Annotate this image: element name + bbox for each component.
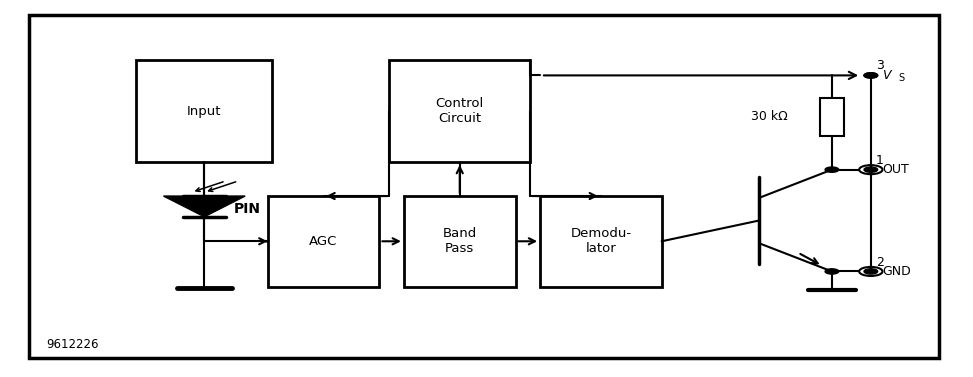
Circle shape [864,269,878,274]
FancyBboxPatch shape [404,196,516,287]
Text: 9612226: 9612226 [47,339,99,351]
Text: Control
Circuit: Control Circuit [436,97,484,125]
Text: Band
Pass: Band Pass [443,227,477,255]
Text: PIN: PIN [234,202,261,216]
Text: Input: Input [187,105,222,118]
FancyBboxPatch shape [29,15,939,358]
Circle shape [864,167,878,172]
Text: GND: GND [883,265,912,278]
Circle shape [864,73,878,78]
Circle shape [825,167,839,172]
FancyBboxPatch shape [540,196,662,287]
Text: OUT: OUT [883,163,909,176]
Text: AGC: AGC [309,235,338,248]
Circle shape [825,269,839,274]
Text: 3: 3 [876,60,883,72]
FancyBboxPatch shape [136,60,272,162]
Text: 1: 1 [876,154,883,167]
Text: V: V [883,69,891,82]
FancyBboxPatch shape [389,60,530,162]
FancyBboxPatch shape [268,196,379,287]
Text: S: S [898,74,904,83]
Text: 2: 2 [876,256,883,268]
Circle shape [864,73,878,78]
Text: 30 kΩ: 30 kΩ [751,110,788,123]
Polygon shape [163,196,245,217]
Text: Demodu-
lator: Demodu- lator [570,227,631,255]
FancyBboxPatch shape [819,98,845,136]
